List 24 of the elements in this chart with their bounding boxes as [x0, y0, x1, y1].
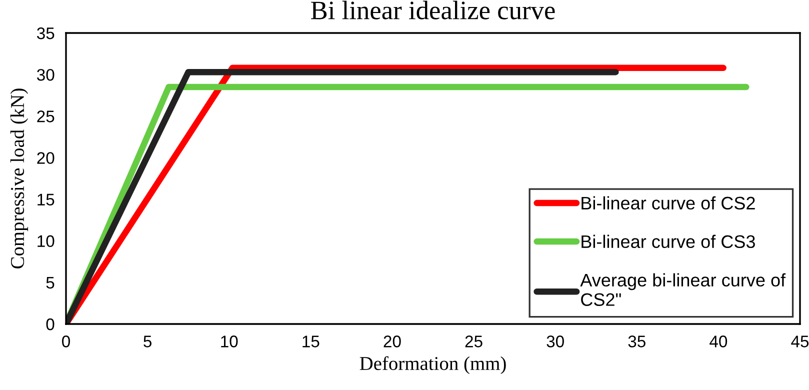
- x-tick-label: 25: [465, 336, 482, 348]
- x-tick-label: 0: [62, 336, 70, 348]
- legend-label: Bi-linear curve of CS3: [582, 234, 755, 248]
- y-tick-label: 35: [36, 27, 54, 40]
- x-tick-label: 5: [144, 336, 152, 348]
- y-tick-label: 10: [38, 235, 54, 248]
- y-tick-label: 0: [46, 318, 54, 330]
- chart-title: Bi linear idealize curve: [311, 0, 555, 20]
- y-tick-label: 20: [37, 152, 54, 164]
- x-tick-label: 45: [791, 336, 809, 348]
- y-tick-label: 5: [46, 277, 54, 289]
- legend-label: Average bi-linear curve of CS2": [580, 273, 786, 306]
- x-tick-label: 10: [221, 336, 238, 348]
- y-tick-label: 30: [36, 68, 54, 81]
- legend-label: Bi-linear curve of CS2: [582, 196, 755, 210]
- y-tick-label: 25: [37, 110, 54, 122]
- x-tick-label: 40: [710, 336, 728, 348]
- x-tick-label: 15: [302, 336, 320, 348]
- x-tick-label: 30: [546, 336, 564, 348]
- y-axis-title: Compressive load (kN): [10, 88, 28, 268]
- y-tick-label: 15: [38, 194, 54, 206]
- x-axis-title: Deformation (mm): [360, 356, 506, 374]
- x-tick-label: 35: [628, 336, 646, 348]
- x-tick-label: 20: [384, 336, 401, 348]
